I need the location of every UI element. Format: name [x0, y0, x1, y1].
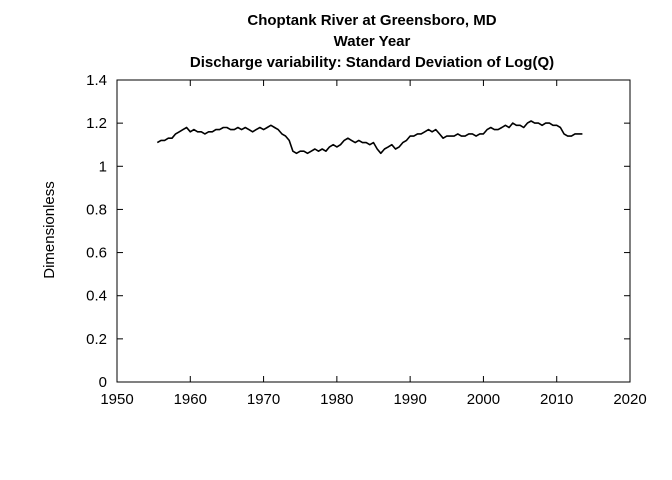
chart-title-line-1: Choptank River at Greensboro, MD [247, 12, 496, 29]
plot-frame [116, 79, 631, 383]
y-tick-label: 1.2 [86, 115, 107, 132]
x-tick-label: 1990 [393, 391, 426, 408]
series-line [156, 120, 583, 155]
x-tick-label: 2020 [613, 391, 646, 408]
x-axis: 1950 1960 1970 1980 1990 2000 2010 2020 [100, 80, 647, 408]
y-tick-label: 1.4 [86, 72, 107, 89]
y-tick-label: 0.6 [86, 245, 107, 262]
x-tick-label: 1950 [100, 391, 133, 408]
x-tick-label: 1970 [247, 391, 280, 408]
y-tick-label: 0.2 [86, 331, 107, 348]
y-tick-label: 0 [99, 374, 107, 391]
x-tick-label: 2010 [540, 391, 573, 408]
chart-title-line-2: Water Year [334, 33, 411, 50]
y-axis: 0 0.2 0.4 0.6 0.8 1 1.2 1.4 [86, 72, 630, 391]
y-tick-label: 1 [99, 158, 107, 175]
x-tick-label: 2000 [467, 391, 500, 408]
y-axis-label: Dimensionless [41, 181, 58, 279]
x-tick-label: 1980 [320, 391, 353, 408]
y-tick-label: 0.8 [86, 201, 107, 218]
y-tick-label: 0.4 [86, 288, 107, 305]
chart-title-line-3: Discharge variability: Standard Deviatio… [190, 54, 554, 71]
x-tick-label: 1960 [174, 391, 207, 408]
series-layer [156, 120, 583, 155]
